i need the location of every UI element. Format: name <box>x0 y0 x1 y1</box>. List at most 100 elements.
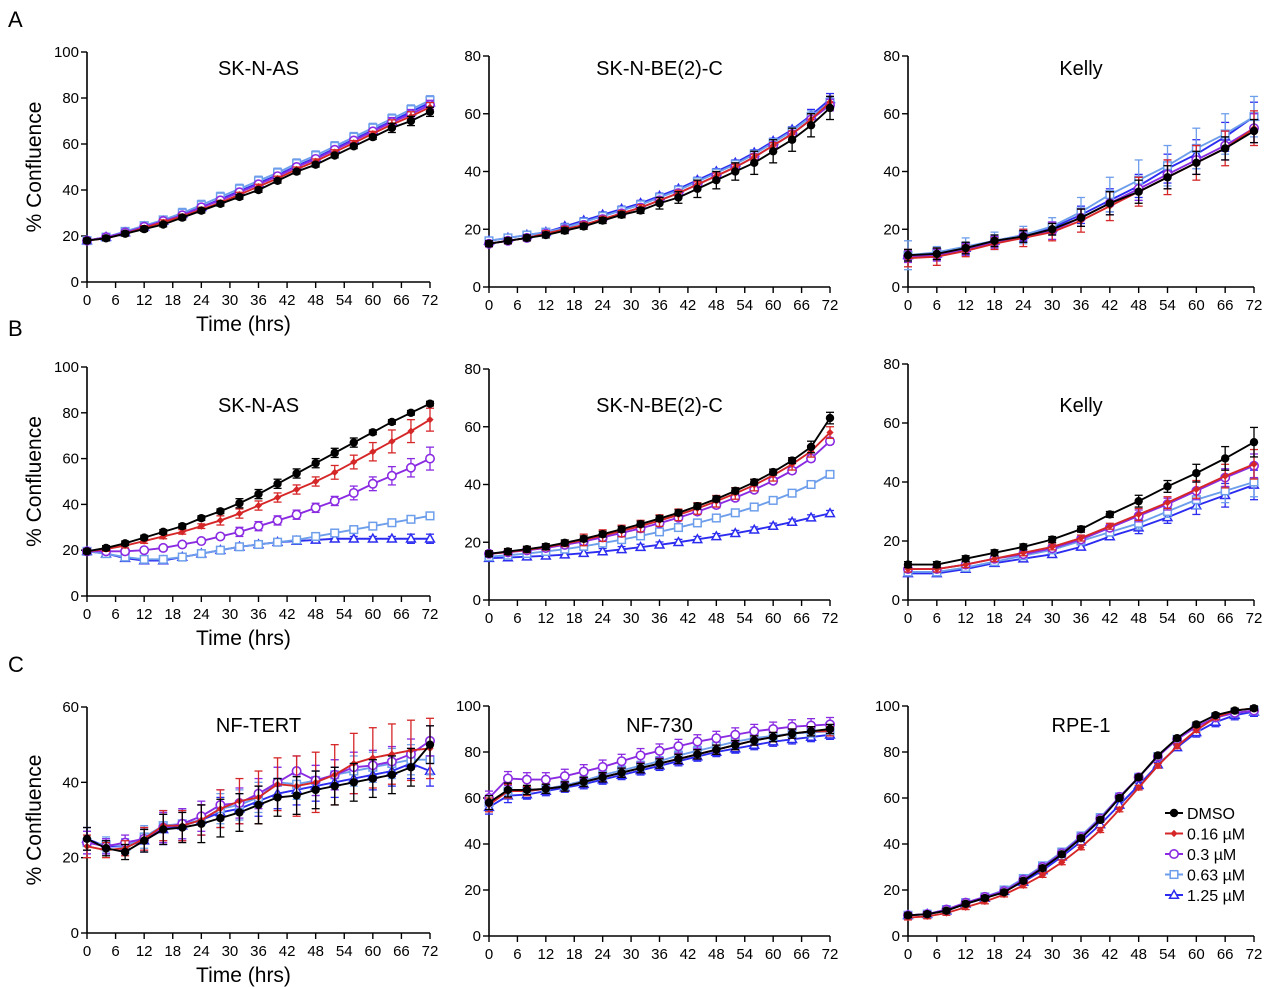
x-tick-label: 60 <box>364 292 381 309</box>
data-point <box>578 766 589 777</box>
data-point <box>1047 225 1057 234</box>
data-point <box>522 544 532 554</box>
data-point <box>923 909 932 919</box>
legend-marker <box>1168 888 1180 899</box>
data-point <box>178 521 187 531</box>
series-0-3-m <box>483 716 835 806</box>
x-tick-label: 42 <box>1101 297 1118 314</box>
data-point <box>1076 525 1086 534</box>
data-point <box>768 495 778 505</box>
x-tick-label: 24 <box>594 297 611 314</box>
x-tick-label: 36 <box>651 946 668 963</box>
data-point <box>1134 773 1143 782</box>
data-point <box>749 502 759 512</box>
x-tick-label: 72 <box>1246 610 1263 627</box>
data-point <box>1134 496 1143 506</box>
x-tick-label: 6 <box>933 946 941 963</box>
data-point <box>197 513 206 523</box>
data-point <box>254 185 263 195</box>
data-point <box>559 548 571 559</box>
data-point <box>254 800 263 810</box>
data-point <box>1115 805 1124 814</box>
data-point <box>367 478 378 489</box>
data-point <box>730 508 740 518</box>
legend-label: DMSO <box>1187 806 1235 823</box>
data-point <box>825 413 835 423</box>
x-tick-label: 60 <box>1188 297 1205 314</box>
data-point <box>139 224 149 234</box>
panel-title: SK-N-BE(2)-C <box>596 58 723 80</box>
y-tick-label: 0 <box>71 274 79 291</box>
legend-marker <box>1169 808 1179 818</box>
data-point <box>101 543 111 553</box>
data-point <box>522 785 532 795</box>
data-point <box>750 158 759 168</box>
x-tick-label: 48 <box>708 946 725 963</box>
data-point <box>330 448 339 458</box>
y-tick-label: 0 <box>892 592 900 609</box>
y-tick-label: 40 <box>883 164 900 181</box>
data-point <box>826 428 834 437</box>
x-tick-label: 18 <box>986 946 1003 963</box>
y-tick-label: 0 <box>892 279 900 296</box>
data-point <box>540 774 551 785</box>
data-point <box>1220 144 1230 153</box>
data-point <box>1172 734 1182 743</box>
x-tick-label: 42 <box>680 297 697 314</box>
data-point <box>1211 711 1220 720</box>
x-tick-label: 54 <box>736 946 753 963</box>
x-tick-label: 24 <box>1015 297 1032 314</box>
x-tick-label: 42 <box>1101 946 1118 963</box>
data-point <box>369 448 377 456</box>
data-point <box>1096 826 1104 834</box>
x-tick-label: 0 <box>485 610 493 627</box>
data-point <box>350 458 358 466</box>
data-point <box>748 523 760 534</box>
y-axis-title: % Confluence <box>23 416 46 547</box>
y-tick-label: 40 <box>464 477 481 494</box>
data-point <box>387 518 397 528</box>
data-point <box>235 192 244 202</box>
x-tick-label: 60 <box>364 943 381 960</box>
data-point <box>1076 213 1086 222</box>
panel-title: NF-730 <box>626 715 693 737</box>
data-point <box>617 525 626 534</box>
data-point <box>731 486 740 496</box>
data-point <box>502 773 513 784</box>
y-tick-label: 0 <box>71 925 79 942</box>
data-point <box>369 754 377 762</box>
data-point <box>693 501 702 511</box>
y-tick-label: 80 <box>464 744 481 761</box>
y-axis-title: % Confluence <box>23 102 46 233</box>
data-point <box>787 729 797 738</box>
data-point <box>903 911 913 920</box>
y-tick-label: 0 <box>892 928 900 945</box>
data-point <box>1153 751 1163 760</box>
x-tick-label: 42 <box>680 610 697 627</box>
x-tick-label: 48 <box>1130 946 1147 963</box>
data-point <box>806 121 816 130</box>
data-point <box>692 518 702 528</box>
series-dmso <box>903 704 1259 920</box>
data-point <box>903 251 913 260</box>
y-tick-label: 40 <box>883 474 900 491</box>
series-dmso <box>82 725 435 861</box>
series-1-25-m <box>483 728 836 815</box>
x-tick-label: 60 <box>364 606 381 623</box>
x-tick-label: 66 <box>793 610 810 627</box>
data-point <box>961 899 970 908</box>
x-tick-label: 60 <box>765 297 782 314</box>
data-point <box>1135 510 1143 519</box>
data-point <box>253 539 264 550</box>
x-tick-label: 6 <box>933 297 941 314</box>
data-point <box>961 243 970 253</box>
data-point <box>159 532 167 541</box>
data-point <box>980 893 990 903</box>
data-point <box>655 514 664 523</box>
x-tick-label: 12 <box>957 610 974 627</box>
series-0-16-m <box>485 95 834 248</box>
data-point <box>215 531 226 542</box>
data-point <box>159 825 168 834</box>
y-tick-label: 100 <box>54 44 79 61</box>
data-point <box>406 514 416 524</box>
